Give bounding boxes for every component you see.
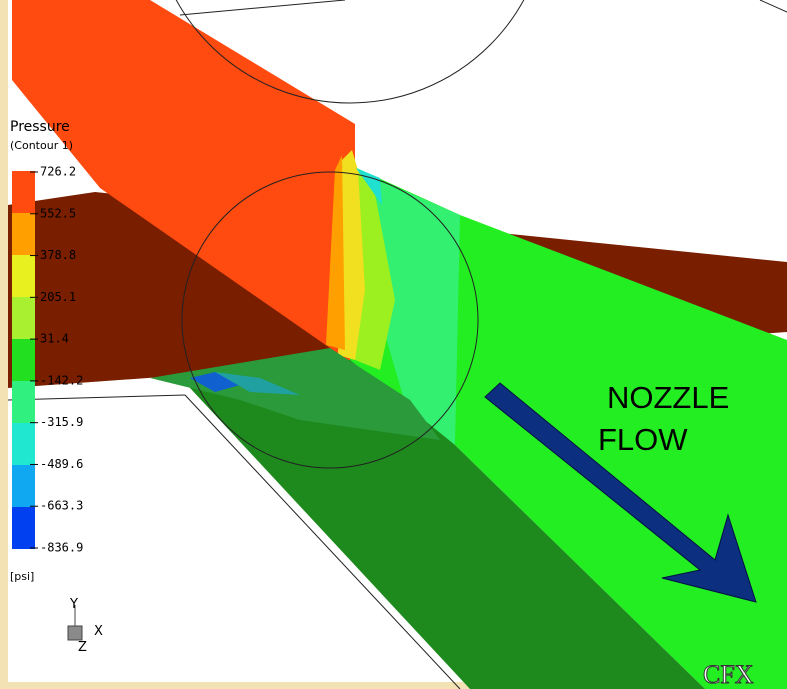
legend-tick-label: -663.3 [40, 499, 83, 513]
legend-tick-label: -315.9 [40, 415, 83, 429]
triad-label: Y [69, 597, 78, 612]
legend-swatch [12, 507, 35, 549]
triad-label: X [94, 624, 103, 639]
legend-tick-label: 205.1 [40, 290, 76, 304]
legend-tick-label: -142.2 [40, 373, 83, 387]
legend-tick-label: 552.5 [40, 206, 76, 220]
legend-swatch [12, 171, 35, 213]
legend-swatch [12, 465, 35, 507]
viewport: NOZZLE FLOW Pressure (Contour 1) 726.2 55… [0, 0, 787, 689]
legend-swatch [12, 255, 35, 297]
legend-title: Pressure [10, 119, 70, 135]
legend-swatch [12, 213, 35, 255]
annotation: NOZZLE [607, 380, 729, 415]
legend-tick-label: 726.2 [40, 165, 76, 179]
legend-subtitle: (Contour 1) [10, 139, 73, 152]
logo: CFX [703, 660, 754, 689]
legend-swatch [12, 297, 35, 339]
legend-tick-label: 31.4 [40, 332, 69, 346]
legend-tick-label: -836.9 [40, 541, 83, 555]
legend-swatch [12, 339, 35, 381]
legend-tick-label: -489.6 [40, 457, 83, 471]
legend-bar [12, 171, 35, 549]
legend-tick-label: 378.8 [40, 248, 76, 262]
legend-swatch [12, 423, 35, 465]
annotation: FLOW [598, 422, 688, 457]
triad-label: Z [78, 640, 87, 655]
triad-cube [68, 626, 82, 640]
legend-unit: [psi] [10, 570, 34, 583]
legend-swatch [12, 381, 35, 423]
page: {"legend": {"title": "Pressure", "subtit… [0, 0, 787, 689]
